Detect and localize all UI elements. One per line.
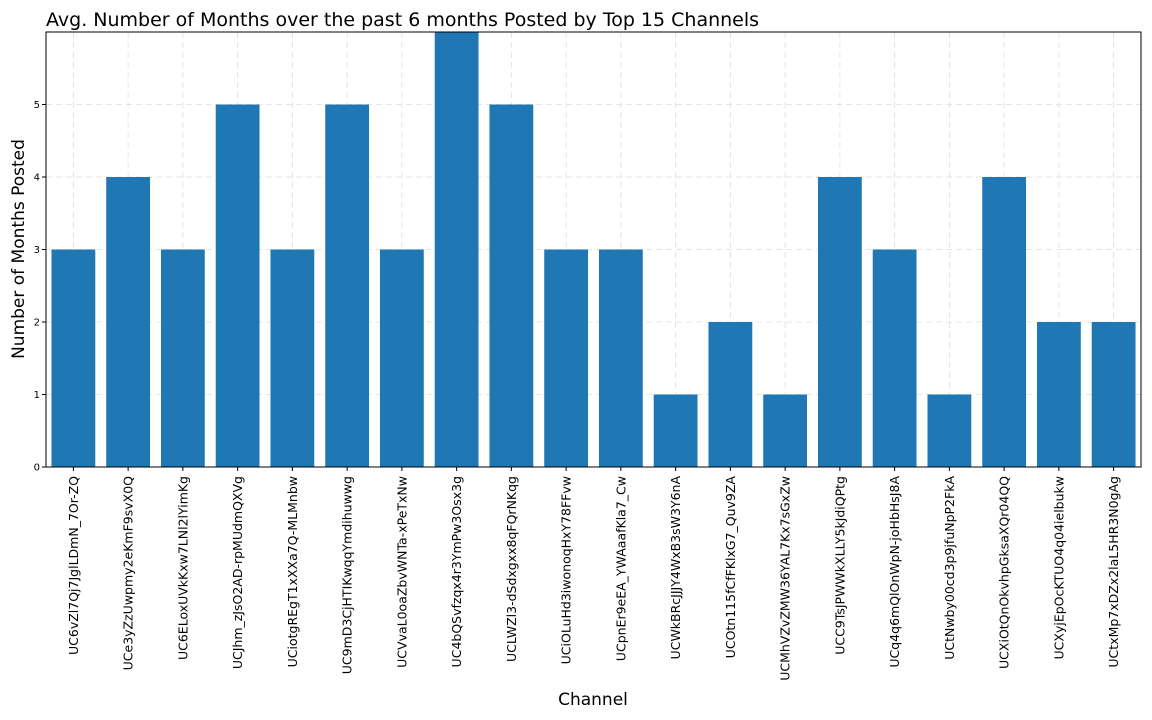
bar	[982, 177, 1027, 467]
bar	[270, 249, 315, 467]
y-tick-label: 4	[34, 173, 40, 184]
x-tick-label: UC6vZl7Qj7JglLDmN_7Or-ZQ	[66, 476, 81, 655]
bars	[51, 32, 1136, 467]
x-tick-label: UC4bQSvfzqx4r3YmPw3Osx3g	[449, 476, 464, 667]
y-tick-label: 3	[34, 245, 40, 256]
bar	[708, 322, 753, 467]
x-tick-label: UC6ELoxUVkKxw7LNl2lYimKg	[175, 476, 190, 660]
x-tick-label: UCiOLuHd3iwonoqHxY78FFvw	[559, 476, 574, 664]
bar	[1091, 322, 1136, 467]
y-tick-label: 0	[34, 463, 40, 474]
x-tick-label: UCOtn115fCfFKlxG7_Quv9ZA	[723, 476, 738, 659]
x-tick-label: UCq4q6mQlOnWpN-joHbHsJ8A	[887, 476, 902, 668]
bar	[872, 249, 917, 467]
bar	[379, 249, 424, 467]
x-tick-label: UCC9TsJPWWkXLLY5kJdiQPtg	[832, 476, 847, 655]
bar	[106, 177, 151, 467]
chart-title: Avg. Number of Months over the past 6 mo…	[46, 9, 759, 31]
x-tick-label: UCJhm_zJsO2AD-rpMUdmQXVg	[230, 476, 245, 669]
bar	[763, 394, 808, 467]
y-ticks: 0 1 2 3 4 5	[34, 100, 46, 474]
bar	[215, 104, 260, 467]
x-tick-label: UCe3yZzUwpmy2eKmF9svX0Q	[121, 476, 136, 671]
bar	[817, 177, 862, 467]
x-tick-label: UCXiOtQnOkvhpGksaXQr04QQ	[997, 476, 1012, 669]
y-axis-label: Number of Months Posted	[9, 139, 29, 359]
bar	[598, 249, 643, 467]
bar	[489, 104, 534, 467]
x-tick-label: UCVvaL0oaZbvWNTa-xPeTxNw	[394, 476, 409, 668]
x-axis-label: Channel	[558, 690, 628, 710]
x-ticks: UC6vZl7Qj7JglLDmN_7Or-ZQ UCe3yZzUwpmy2eKm…	[66, 467, 1121, 681]
bar	[544, 249, 589, 467]
bar	[51, 249, 96, 467]
bar	[927, 394, 972, 467]
x-tick-label: UCtxMp7xDZx2laL5HR3N0gAg	[1106, 476, 1121, 668]
x-tick-label: UCiotgREgT1xXXa7Q-MLMnbw	[285, 476, 300, 667]
bar	[434, 32, 479, 467]
y-tick-label: 2	[34, 318, 40, 329]
y-tick-label: 5	[34, 100, 40, 111]
x-tick-label: UCtNwby00cd3p9jfuNpP2FkA	[942, 476, 957, 660]
x-tick-label: UCpnEr9eEA_YWAaafKla7_Cw	[613, 476, 628, 661]
bar	[653, 394, 698, 467]
bar	[325, 104, 370, 467]
x-tick-label: UC9mD3CjHTIKwqqYmdihuwwg	[340, 476, 355, 674]
x-tick-label: UCLWZl3-dSdxgxx8qFQrNKqg	[504, 476, 519, 662]
x-tick-label: UCWkBRcJJJY4WxB3sW3Y6nA	[668, 476, 683, 660]
x-tick-label: UCXyjEpOcKTUO4q04ielbukw	[1051, 476, 1066, 659]
grid	[46, 32, 1141, 468]
y-tick-label: 1	[34, 390, 40, 401]
bar	[1036, 322, 1081, 467]
bar	[160, 249, 205, 467]
x-tick-label: UCMhVZvZMW36YAL7Kx7sGxZw	[778, 476, 793, 681]
